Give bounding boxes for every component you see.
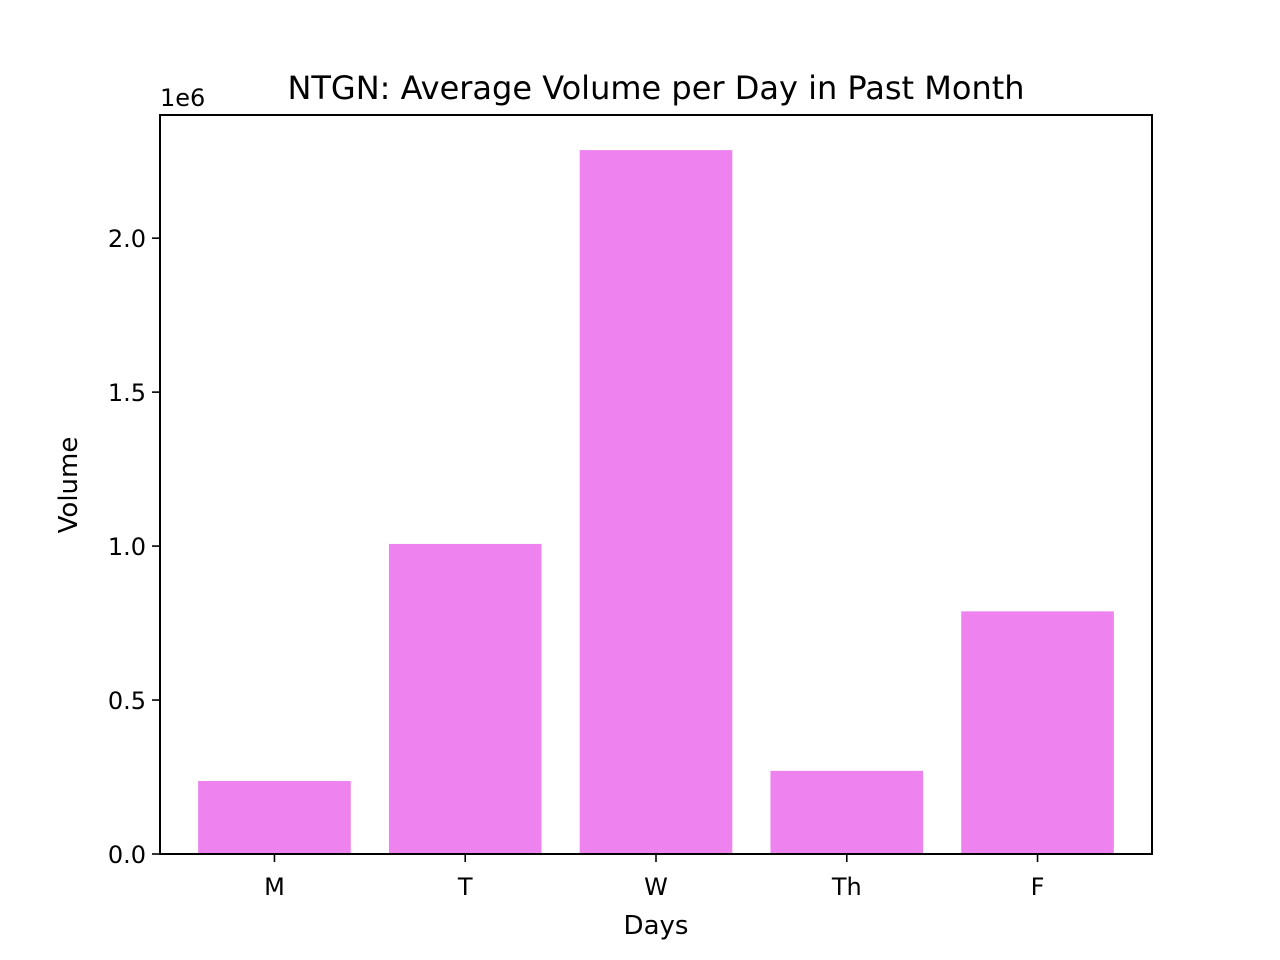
bar-t — [388, 543, 542, 854]
x-tick-label: F — [1031, 873, 1045, 901]
x-tick-label: W — [644, 873, 668, 901]
bar-f — [961, 611, 1114, 854]
x-tick-label: Th — [831, 873, 862, 901]
bars-group — [198, 150, 1114, 855]
y-tick-label: 2.0 — [108, 225, 146, 253]
y-axis-label: Volume — [54, 437, 84, 534]
bar-th — [770, 770, 924, 854]
x-axis-ticks: M T W Th F — [264, 854, 1044, 901]
y-tick-label: 0.0 — [108, 841, 146, 869]
y-tick-label: 1.0 — [108, 533, 146, 561]
x-tick-label: T — [457, 873, 473, 901]
y-axis-offset-label: 1e6 — [160, 84, 205, 112]
bar-m — [198, 781, 351, 854]
x-tick-label: M — [264, 873, 285, 901]
chart-title: NTGN: Average Volume per Day in Past Mon… — [287, 69, 1024, 107]
y-tick-label: 0.5 — [108, 687, 146, 715]
bar-w — [579, 150, 733, 855]
y-tick-label: 1.5 — [108, 379, 146, 407]
y-axis-ticks: 0.0 0.5 1.0 1.5 2.0 — [108, 225, 160, 869]
x-axis-label: Days — [624, 911, 689, 941]
